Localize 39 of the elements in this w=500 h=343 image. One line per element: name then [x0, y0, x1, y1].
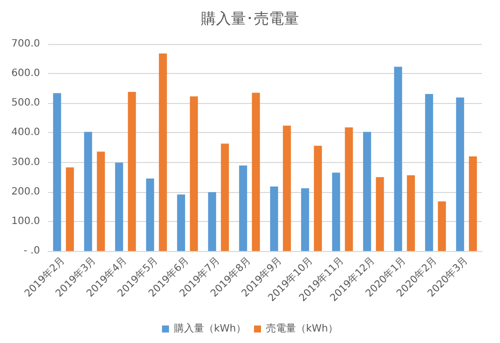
bar [158, 53, 167, 251]
y-tick-label: 200.0 [11, 186, 40, 198]
bar [301, 188, 310, 251]
bar [406, 175, 415, 251]
bar [425, 94, 434, 251]
bar [220, 144, 229, 251]
bar [84, 132, 92, 251]
y-tick-label: 100.0 [11, 216, 40, 227]
bar [456, 98, 464, 251]
bar [363, 132, 372, 251]
y-tick-label: 700.0 [11, 38, 40, 50]
bar [468, 156, 477, 251]
legend-label: 売電量（kWh） [266, 322, 338, 334]
bar [239, 166, 248, 251]
bar [146, 178, 154, 251]
bar [190, 96, 198, 251]
bar [128, 92, 136, 251]
bar [53, 93, 62, 251]
y-tick-label: - .0 [24, 246, 40, 256]
y-tick-label: 400.0 [11, 127, 40, 138]
bar [270, 186, 278, 251]
bar [115, 162, 124, 251]
bar [177, 194, 186, 251]
bar [344, 127, 353, 251]
bar [394, 66, 402, 251]
bar [66, 167, 74, 251]
bar [282, 126, 291, 251]
bar [208, 192, 216, 251]
y-tick-label: 500.0 [11, 98, 40, 109]
y-tick-label: 600.0 [11, 68, 40, 80]
y-tick-label: 300.0 [11, 156, 40, 168]
bar [438, 201, 446, 251]
bar [96, 152, 105, 251]
legend-label: 購入量（kWh） [174, 322, 246, 334]
bar [376, 177, 384, 251]
bar [314, 146, 322, 251]
chart-title: 購入量･売電量 [201, 10, 299, 28]
bar [332, 172, 340, 251]
bar [252, 92, 260, 251]
